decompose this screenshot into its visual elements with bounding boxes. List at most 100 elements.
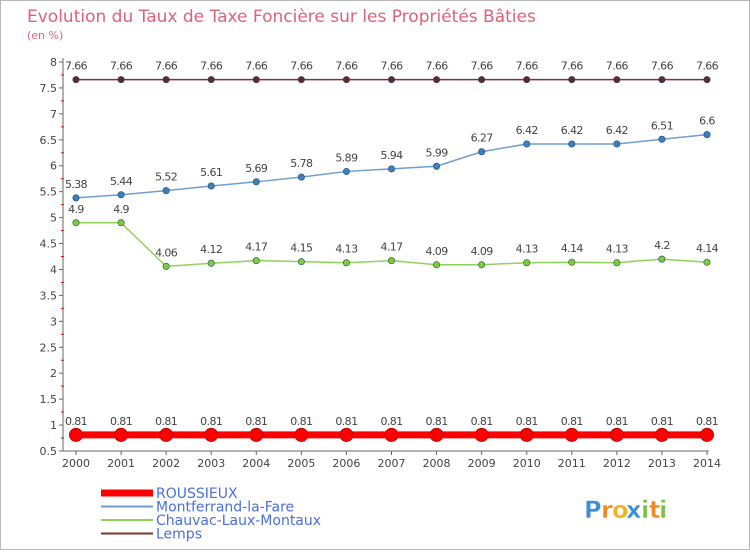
x-tick-label: 2004: [242, 457, 270, 470]
data-label: 4.14: [696, 242, 719, 255]
series-roussieux: 0.81 0.81 0.81 0.81 0.81 0.81 0.81 0.81 0.81 0.81…: [65, 415, 719, 442]
y-tick-label: 1.5: [40, 393, 58, 406]
data-label: 7.66: [696, 60, 719, 73]
data-point: [613, 259, 621, 267]
data-label: 4.9: [68, 203, 84, 216]
data-point: [72, 219, 80, 227]
data-point: [387, 76, 395, 84]
data-point: [294, 427, 309, 442]
data-label: 7.66: [290, 60, 313, 73]
series-chauvac-laux-montaux: 4.9 4.9 4.06 4.12 4.17 4.15 4.13 4.17 4.09 4.09 4.…: [68, 203, 719, 270]
data-label: 5.99: [426, 146, 449, 159]
data-point: [117, 76, 125, 84]
data-label: 0.81: [245, 415, 267, 428]
data-label: 7.66: [245, 60, 268, 73]
data-label: 0.81: [65, 415, 87, 428]
data-point: [703, 258, 711, 266]
data-label: 7.66: [651, 60, 674, 73]
data-label: 4.09: [471, 245, 494, 258]
data-label: 0.81: [380, 415, 402, 428]
y-tick-label: 8: [50, 56, 57, 69]
data-point: [613, 140, 621, 148]
logo-letter: t: [649, 496, 660, 524]
y-tick-label: 5: [50, 212, 57, 225]
data-point: [384, 427, 399, 442]
x-tick-label: 2003: [197, 457, 225, 470]
data-point: [703, 76, 711, 84]
data-point: [523, 140, 531, 148]
data-point: [433, 162, 441, 170]
data-label: 4.13: [335, 243, 358, 256]
data-label: 6.51: [651, 119, 673, 132]
data-point: [297, 76, 305, 84]
legend-label: Chauvac-Laux-Montaux: [156, 513, 321, 529]
data-point: [159, 427, 174, 442]
x-tick-label: 2009: [468, 457, 496, 470]
data-label: 0.81: [290, 415, 312, 428]
data-label: 0.81: [696, 415, 718, 428]
data-label: 4.14: [561, 242, 584, 255]
data-point: [339, 427, 354, 442]
data-label: 4.09: [426, 245, 449, 258]
data-point: [609, 427, 624, 442]
data-label: 5.52: [155, 171, 177, 184]
series-montferrand-la-fare: 5.38 5.44 5.52 5.61 5.69 5.78 5.89 5.94 5.99 6.27…: [65, 115, 716, 202]
data-point: [658, 135, 666, 143]
x-tick-label: 2014: [693, 457, 721, 470]
data-label: 0.81: [471, 415, 493, 428]
x-tick-label: 2012: [603, 457, 631, 470]
data-point: [387, 257, 395, 265]
data-point: [72, 194, 80, 202]
x-tick-label: 2008: [423, 457, 451, 470]
y-tick-label: 2: [50, 367, 57, 380]
legend-label: Lemps: [156, 527, 202, 543]
data-label: 4.15: [290, 242, 313, 255]
y-tick-label: 6: [50, 160, 57, 173]
data-label: 4.12: [200, 243, 222, 256]
data-point: [564, 427, 579, 442]
y-tick-label: 5.5: [40, 186, 58, 199]
data-label: 7.66: [606, 60, 629, 73]
data-point: [429, 427, 444, 442]
data-label: 7.66: [155, 60, 178, 73]
data-label: 7.66: [110, 60, 133, 73]
legend-item: Lemps: [101, 527, 202, 543]
y-axis-unit: (en %): [27, 29, 63, 42]
data-label: 0.81: [155, 415, 177, 428]
logo-letter: P: [584, 496, 602, 524]
data-point: [114, 427, 129, 442]
data-point: [523, 259, 531, 267]
data-point: [117, 219, 125, 227]
y-tick-label: 4.5: [40, 238, 58, 251]
logo-letter: i: [641, 496, 649, 524]
data-label: 4.17: [380, 241, 403, 254]
data-label: 5.61: [200, 166, 222, 179]
x-tick-label: 2011: [558, 457, 586, 470]
data-point: [342, 76, 350, 84]
legend-label: Montferrand-la-Fare: [156, 500, 294, 516]
data-point: [204, 427, 219, 442]
logo-letter: x: [626, 496, 642, 524]
data-point: [433, 261, 441, 269]
data-point: [249, 427, 264, 442]
y-tick-label: 7: [50, 108, 57, 121]
x-tick-label: 2005: [287, 457, 315, 470]
x-tick-label: 2010: [513, 457, 541, 470]
x-tick-label: 2007: [378, 457, 406, 470]
data-label: 0.81: [651, 415, 673, 428]
data-label: 4.06: [155, 246, 178, 259]
data-point: [69, 427, 83, 442]
chart-title: Evolution du Taux de Taxe Foncière sur l…: [27, 7, 536, 27]
data-label: 7.66: [335, 60, 358, 73]
x-tick-label: 2002: [152, 457, 180, 470]
y-tick-label: 2.5: [40, 341, 58, 354]
data-label: 4.13: [606, 243, 629, 256]
data-point: [478, 148, 486, 156]
data-point: [519, 427, 534, 442]
data-point: [568, 140, 576, 148]
data-label: 0.81: [110, 415, 132, 428]
data-label: 5.94: [380, 149, 403, 162]
